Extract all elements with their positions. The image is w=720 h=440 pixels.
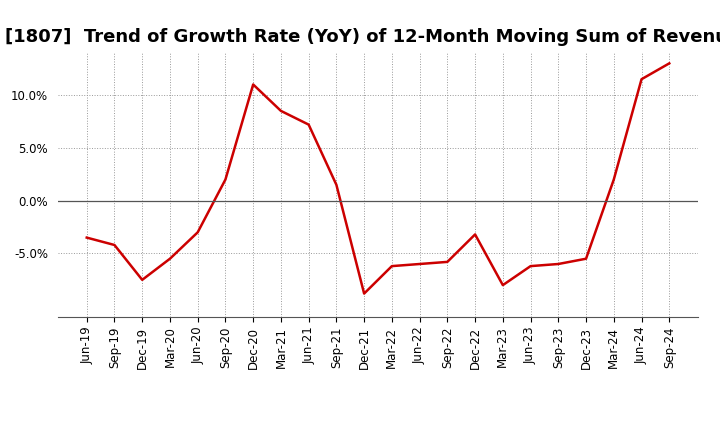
Title: [1807]  Trend of Growth Rate (YoY) of 12-Month Moving Sum of Revenues: [1807] Trend of Growth Rate (YoY) of 12-… [5, 28, 720, 46]
